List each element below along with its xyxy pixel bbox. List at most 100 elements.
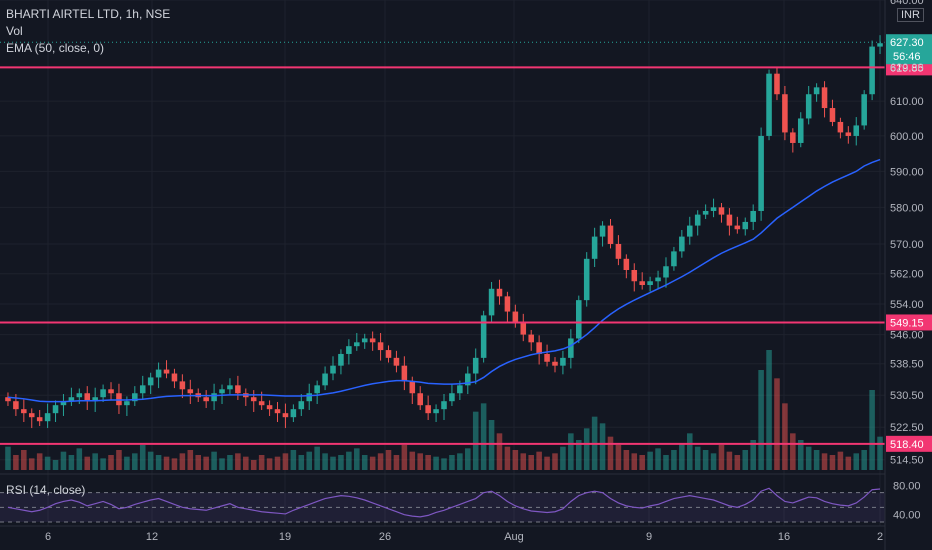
candle-body: [449, 393, 455, 402]
candle-body: [607, 225, 614, 244]
candle-body: [726, 214, 733, 226]
candle-body: [52, 405, 59, 414]
symbol-title[interactable]: BHARTI AIRTEL LTD, 1h, NSE: [6, 7, 171, 21]
volume-bar: [726, 451, 733, 470]
rsi-pane: [0, 487, 885, 523]
horizontal-levels[interactable]: 619.85 549.15 518.40 627.30 56:46: [0, 34, 932, 452]
bar-countdown-label: 56:46: [893, 51, 921, 63]
volume-bar: [813, 450, 820, 470]
volume-bar: [425, 455, 431, 470]
price-tick-label: 538.50: [890, 359, 924, 371]
volume-bar: [623, 450, 630, 470]
volume-bar: [171, 458, 178, 470]
volume-bar: [449, 455, 455, 470]
candle-body: [68, 397, 75, 402]
volume-bar: [496, 433, 503, 470]
candle-body: [203, 397, 209, 402]
volume-bar: [742, 450, 749, 470]
volume-bar: [679, 443, 685, 470]
candle-body: [179, 381, 186, 390]
price-tick-label: 514.50: [890, 455, 924, 467]
currency-badge[interactable]: INR: [897, 8, 924, 22]
candle-body: [274, 409, 281, 414]
volume-bar: [734, 455, 741, 470]
candle-body: [504, 296, 511, 312]
volume-bar: [108, 455, 114, 470]
candle-body: [615, 243, 622, 259]
candle-body: [116, 393, 122, 406]
volume-bar: [758, 370, 764, 470]
price-axis[interactable]: 640.00 620.00 610.00 600.00 590.00 580.00 570.…: [884, 0, 924, 550]
volume-bar: [179, 453, 186, 470]
candle-body: [441, 401, 447, 410]
candle-body: [631, 269, 638, 282]
volume-bar: [401, 445, 408, 470]
candle-body: [227, 385, 233, 390]
volume-bar: [13, 455, 19, 470]
candle-body: [306, 393, 312, 402]
candle-body: [488, 288, 495, 316]
volume-bar: [520, 453, 527, 470]
level-price-tag: [886, 435, 932, 452]
chart-legend: BHARTI AIRTEL LTD, 1h, NSE Vol EMA (50, …: [6, 6, 170, 57]
candle-body: [829, 108, 836, 122]
volume-bar: [528, 455, 534, 470]
candle-body: [671, 251, 677, 267]
candle-body: [599, 225, 606, 237]
volume-indicator-label[interactable]: Vol: [6, 24, 23, 38]
candle-body: [84, 393, 91, 402]
volume-bar: [290, 450, 297, 470]
candle-body: [583, 258, 590, 301]
candle-body: [774, 73, 780, 95]
volume-bar: [132, 453, 138, 470]
volume-bar: [568, 433, 574, 470]
candle-body: [36, 417, 43, 422]
ema-indicator-label[interactable]: EMA (50, close, 0): [6, 41, 105, 55]
volume-bar: [829, 455, 836, 470]
candle-body: [330, 365, 336, 374]
candle-body: [100, 389, 106, 398]
candle-body: [187, 389, 194, 394]
candle-body: [853, 125, 860, 136]
volume-bar: [21, 450, 27, 470]
time-tick-label: Aug: [504, 531, 524, 543]
volume-bar: [155, 455, 162, 470]
volume-bar: [552, 453, 558, 470]
volume-bar: [203, 456, 209, 470]
volume-bar: [631, 453, 638, 470]
last-price-label: 627.30: [890, 37, 924, 49]
candle-body: [5, 397, 11, 402]
candle-body: [552, 361, 558, 366]
level-price-label: 518.40: [890, 439, 924, 451]
volume-bar: [52, 460, 59, 470]
candle-body: [797, 118, 804, 143]
volume-bar: [250, 460, 257, 470]
candle-body: [163, 369, 170, 374]
candle-body: [821, 87, 828, 109]
volume-bar: [536, 451, 542, 470]
candle-body: [235, 385, 241, 394]
volume-bar: [576, 440, 582, 470]
price-candles: [5, 35, 883, 429]
volume-bar: [710, 453, 717, 470]
candle-body: [211, 393, 217, 402]
rsi-indicator-label[interactable]: RSI (14, close): [6, 483, 86, 497]
time-axis[interactable]: 6 12 19 26 Aug 9 16 2: [45, 531, 883, 543]
volume-bar: [124, 456, 130, 470]
candle-body: [92, 397, 98, 402]
candle-body: [869, 46, 875, 95]
candle-body: [686, 225, 693, 237]
volume-bar: [338, 455, 344, 470]
volume-bar: [44, 456, 51, 470]
level-price-tag: [886, 314, 932, 331]
volume-bar: [480, 403, 487, 470]
volume-bar: [163, 456, 170, 470]
candle-body: [219, 389, 225, 394]
volume-bar: [583, 428, 590, 470]
candle-body: [591, 236, 598, 259]
volume-bar: [837, 451, 844, 470]
level-price-label: 549.15: [890, 317, 924, 329]
volume-bar: [417, 453, 423, 470]
candle-body: [155, 369, 162, 378]
